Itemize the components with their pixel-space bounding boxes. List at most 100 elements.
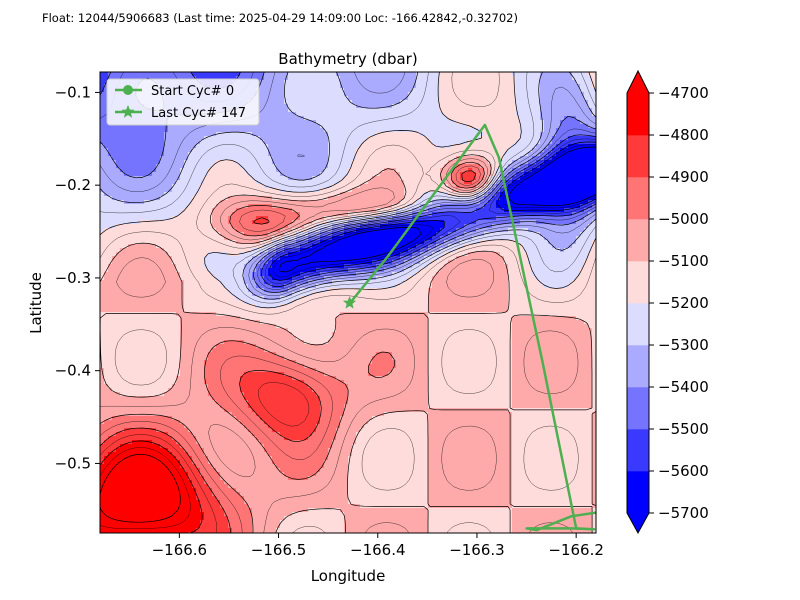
contour-cell bbox=[524, 140, 529, 145]
contour-cell bbox=[484, 176, 489, 181]
contour-cell bbox=[140, 156, 145, 161]
contour-cell bbox=[388, 76, 393, 81]
contour-cell bbox=[476, 216, 481, 221]
contour-cell bbox=[404, 200, 409, 205]
contour-cell bbox=[164, 188, 169, 193]
contour-cell bbox=[280, 168, 285, 173]
contour-cell bbox=[264, 132, 269, 137]
contour-cell bbox=[308, 88, 313, 93]
contour-cell bbox=[384, 76, 389, 81]
contour-cell bbox=[400, 132, 405, 137]
contour-cell bbox=[584, 72, 589, 77]
contour-cell bbox=[420, 220, 425, 225]
contour-cell bbox=[128, 160, 133, 165]
contour-cell bbox=[364, 140, 369, 145]
contour-cell bbox=[396, 80, 401, 85]
contour-cell bbox=[572, 132, 577, 137]
contour-cell bbox=[240, 200, 245, 205]
contour-cell bbox=[520, 160, 525, 165]
contour-cell bbox=[104, 200, 109, 205]
contour-cell bbox=[164, 200, 169, 205]
contour-cell bbox=[536, 124, 541, 129]
contour-cell bbox=[140, 152, 145, 157]
contour-cell bbox=[404, 132, 409, 137]
contour-cell bbox=[564, 96, 569, 101]
contour-cell bbox=[364, 168, 369, 173]
contour-cell bbox=[576, 116, 581, 121]
contour-cell bbox=[196, 176, 201, 181]
contour-cell bbox=[532, 112, 537, 117]
contour-cell bbox=[544, 76, 549, 81]
contour-cell bbox=[360, 92, 365, 97]
contour-cell bbox=[404, 76, 409, 81]
contour-cell bbox=[460, 192, 465, 197]
contour-cell bbox=[532, 216, 537, 221]
contour-cell bbox=[180, 180, 185, 185]
contour-cell bbox=[100, 168, 105, 173]
contour-cell bbox=[544, 188, 549, 193]
contour-cell bbox=[584, 80, 589, 85]
contour-cell bbox=[424, 220, 429, 225]
contour-cell bbox=[424, 72, 429, 77]
contour-cell bbox=[460, 88, 465, 93]
contour-cell bbox=[384, 120, 389, 125]
contour-cell bbox=[592, 148, 596, 153]
contour-cell bbox=[480, 124, 485, 129]
contour-cell bbox=[272, 108, 277, 113]
contour-cell bbox=[436, 228, 441, 233]
contour-cell bbox=[336, 80, 341, 85]
contour-cell bbox=[428, 204, 433, 209]
contour-cell bbox=[292, 116, 297, 121]
contour-cell bbox=[304, 152, 309, 157]
contour-cell bbox=[248, 212, 253, 217]
contour-cell bbox=[572, 228, 577, 233]
contour-cell bbox=[588, 212, 593, 217]
contour-cell bbox=[360, 156, 365, 161]
contour-cell bbox=[176, 156, 181, 161]
contour-cell bbox=[136, 216, 141, 221]
contour-cell bbox=[568, 184, 573, 189]
contour-cell bbox=[508, 80, 513, 85]
contour-cell bbox=[216, 176, 221, 181]
contour-cell bbox=[160, 76, 165, 81]
contour-cell bbox=[324, 108, 329, 113]
contour-cell bbox=[120, 208, 125, 213]
contour-cell bbox=[172, 212, 177, 217]
contour-cell bbox=[384, 96, 389, 101]
contour-cell bbox=[136, 180, 141, 185]
contour-cell bbox=[388, 228, 393, 233]
contour-cell bbox=[372, 224, 377, 229]
contour-cell bbox=[276, 128, 281, 133]
contour-cell bbox=[552, 120, 557, 125]
contour-cell bbox=[108, 232, 113, 237]
contour-cell bbox=[492, 128, 497, 133]
contour-cell bbox=[568, 104, 573, 109]
contour-cell bbox=[360, 224, 365, 229]
contour-cell bbox=[112, 144, 117, 149]
contour-cell bbox=[588, 164, 593, 169]
contour-cell bbox=[144, 76, 149, 81]
contour-cell bbox=[140, 72, 145, 77]
contour-cell bbox=[356, 72, 361, 77]
contour-cell bbox=[488, 152, 493, 157]
contour-cell bbox=[572, 72, 577, 77]
contour-cell bbox=[160, 188, 165, 193]
contour-cell bbox=[288, 160, 293, 165]
contour-cell bbox=[100, 216, 105, 221]
contour-cell bbox=[576, 108, 581, 113]
contour-cell bbox=[568, 88, 573, 93]
contour-cell bbox=[416, 136, 421, 141]
contour-cell bbox=[220, 188, 225, 193]
contour-cell bbox=[292, 100, 297, 105]
contour-cell bbox=[492, 108, 497, 113]
contour-cell bbox=[292, 172, 297, 177]
contour-cell bbox=[372, 76, 377, 81]
contour-cell bbox=[284, 72, 289, 77]
contour-cell bbox=[168, 156, 173, 161]
contour-cell bbox=[356, 84, 361, 89]
contour-cell bbox=[588, 196, 593, 201]
contour-cell bbox=[516, 72, 521, 77]
contour-cell bbox=[380, 112, 385, 117]
contour-cell bbox=[444, 136, 449, 141]
contour-cell bbox=[480, 112, 485, 117]
